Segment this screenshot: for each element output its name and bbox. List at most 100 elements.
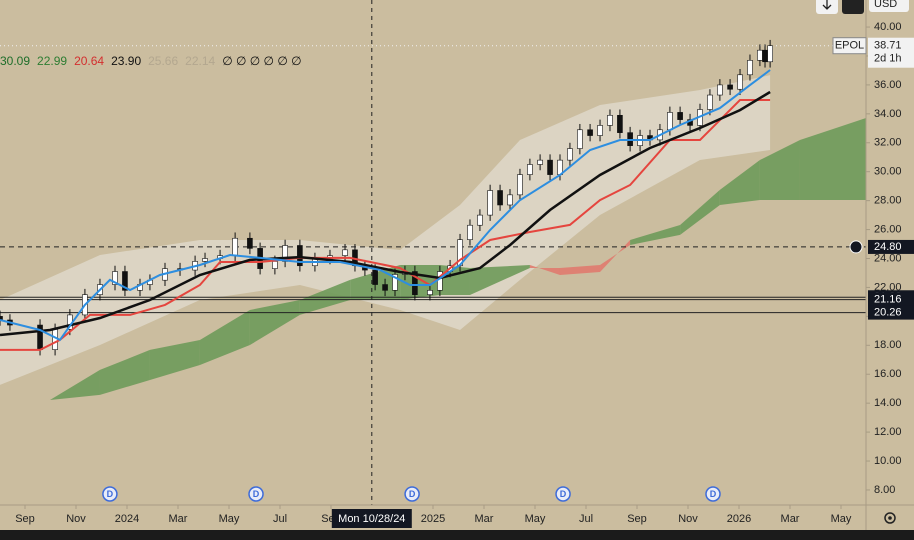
plot-area (0, 0, 866, 505)
x-tick-label: Sep (627, 513, 647, 525)
candle-body (597, 125, 603, 136)
y-tick-label: 8.00 (874, 484, 895, 496)
candle-body (607, 114, 613, 126)
currency-box[interactable] (869, 0, 909, 12)
cloud-segment (99, 349, 150, 395)
event-marker (555, 486, 571, 502)
candle-body (427, 290, 433, 295)
x-tick-label: May (219, 513, 240, 525)
y-tick-label: 14.00 (874, 397, 902, 409)
crosshair-label-box (331, 509, 412, 528)
candle-body (567, 148, 573, 161)
x-tick-label: Nov (66, 513, 86, 525)
candle-body (392, 274, 398, 291)
symbol: EPOL (835, 40, 864, 52)
x-tick-label: 2024 (115, 513, 139, 525)
candle-body (677, 112, 683, 120)
event-marker (248, 486, 264, 502)
price-tag-label: 21.16 (874, 293, 902, 305)
currency: USD (874, 0, 897, 10)
x-tick-label: Nov (678, 513, 698, 525)
event-label: D (409, 489, 416, 499)
candle-body (372, 269, 378, 285)
price-tag-label: 20.26 (874, 307, 902, 319)
candle-body (717, 84, 723, 96)
event-label: D (107, 489, 114, 499)
y-tick-label: 18.00 (874, 339, 902, 351)
event-label: D (560, 489, 567, 499)
candle-body (122, 271, 128, 291)
event-label: D (710, 489, 717, 499)
candle-body (52, 329, 58, 350)
overlay-line (0, 99, 771, 351)
candle-body (617, 114, 623, 133)
crosshair-label: Mon 10/28/24 (338, 513, 405, 525)
candle-body (297, 245, 303, 267)
y-tick-label: 28.00 (874, 195, 902, 207)
candle-body (767, 45, 773, 63)
candle-body (727, 84, 733, 90)
y-tick-label: 40.00 (874, 21, 902, 33)
x-tick-label: 2025 (421, 513, 445, 525)
candle-body (477, 214, 483, 226)
x-tick-label: Jul (273, 513, 287, 525)
x-tick-label: Sep (15, 513, 35, 525)
y-tick-label: 30.00 (874, 166, 902, 178)
candle-body (497, 190, 503, 206)
y-tick-label: 32.00 (874, 137, 902, 149)
event-marker (404, 486, 420, 502)
download-button[interactable] (816, 0, 838, 14)
cloud-segment (799, 118, 866, 201)
cloud-segment (600, 239, 631, 272)
y-tick-label: 36.00 (874, 79, 902, 91)
candle-body (577, 129, 583, 149)
indicator-value: 23.90 (111, 54, 141, 68)
event-marker (705, 486, 721, 502)
y-tick-label: 12.00 (874, 426, 902, 438)
candle-body (547, 159, 553, 175)
candle-body (0, 316, 3, 321)
overlay-line (0, 90, 771, 337)
candle-body (762, 49, 768, 63)
indicator-value: 25.66 (148, 54, 178, 68)
cloud-segment (680, 189, 720, 235)
candle-body (202, 258, 208, 262)
candle-body (507, 194, 513, 206)
cloud-segment (529, 265, 560, 275)
alert-icon (849, 240, 863, 254)
menu-button[interactable] (842, 0, 864, 14)
indicator-value: 22.14 (185, 54, 215, 68)
candle-body (467, 224, 473, 240)
candle-body (707, 94, 713, 110)
bottom-bar (0, 530, 914, 540)
candle-body (247, 237, 253, 249)
cloud-segment (559, 265, 601, 275)
candle-body (272, 261, 278, 269)
y-tick-label: 26.00 (874, 223, 902, 235)
x-tick-label: May (525, 513, 546, 525)
cloud-segment (469, 265, 530, 295)
candle-body (537, 159, 543, 165)
y-tick-label: 34.00 (874, 108, 902, 120)
last-price-box (868, 37, 914, 68)
settings-icon[interactable] (884, 512, 896, 524)
candle-body (342, 249, 348, 256)
candle-body (587, 129, 593, 136)
y-tick-label: 10.00 (874, 455, 902, 467)
cloud-segment (149, 339, 200, 381)
x-tick-label: Jul (579, 513, 593, 525)
event-marker (102, 486, 118, 502)
candle-body (112, 271, 118, 285)
x-tick-label: Mar (781, 513, 800, 525)
band (0, 75, 771, 385)
x-tick-label: 2026 (727, 513, 751, 525)
y-tick-label: 24.00 (874, 252, 902, 264)
x-tick-label: Mar (475, 513, 494, 525)
cloud-segment (759, 140, 800, 201)
symbol-box (832, 37, 867, 55)
candle-body (382, 284, 388, 291)
price-tag-label: 24.80 (874, 241, 902, 253)
candle-body (667, 112, 673, 131)
candle-body (757, 49, 763, 61)
